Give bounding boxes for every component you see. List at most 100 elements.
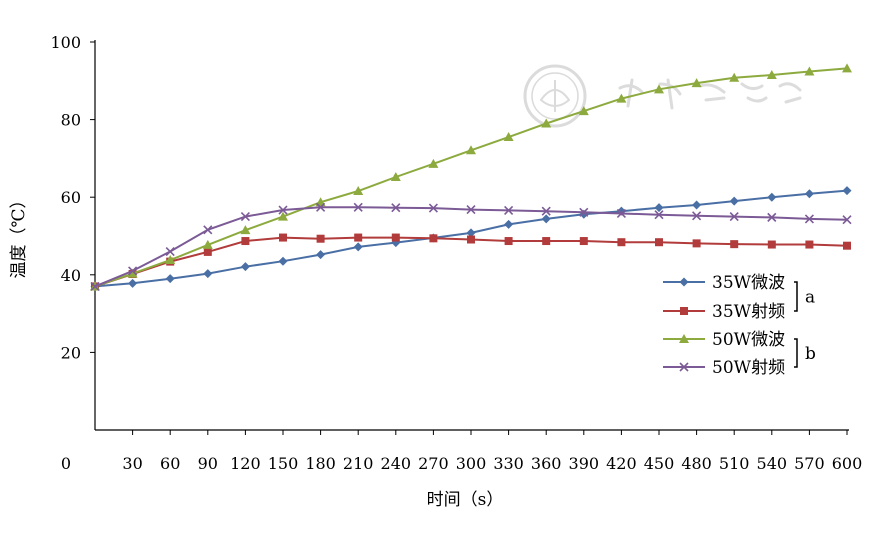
point-marker <box>729 212 739 222</box>
point-marker <box>804 189 814 199</box>
legend-label: 35W微波 <box>712 273 785 293</box>
point-marker <box>241 237 250 246</box>
point-marker <box>617 238 626 247</box>
point-marker <box>390 172 401 182</box>
point-marker <box>278 205 288 215</box>
legend-item: 50W射频 <box>663 358 785 378</box>
point-marker <box>767 212 777 222</box>
point-marker <box>579 237 588 246</box>
y-tick-label: 60 <box>61 188 81 207</box>
x-origin-label: 0 <box>61 454 71 473</box>
point-marker <box>504 219 514 229</box>
x-tick-label: 180 <box>305 454 336 473</box>
point-marker <box>730 240 739 249</box>
point-marker <box>767 240 776 249</box>
axes: 20 40 60 80 100 30 60 90 120 150 180 210 240 270 300 33… <box>50 33 862 473</box>
point-marker <box>127 268 138 278</box>
point-marker <box>391 203 401 213</box>
series-50W射频 <box>90 202 852 292</box>
point-marker <box>467 235 475 244</box>
x-tick-label: 150 <box>268 454 299 473</box>
point-marker <box>503 132 514 142</box>
point-marker <box>466 228 476 238</box>
point-marker <box>90 281 100 292</box>
x-tick-label: 240 <box>381 454 412 473</box>
x-tick-label: 270 <box>418 454 449 473</box>
x-tick-label: 570 <box>794 454 825 473</box>
point-marker <box>691 78 702 88</box>
point-marker <box>353 185 364 195</box>
point-marker <box>654 203 664 213</box>
x-tick-label: 450 <box>644 454 675 473</box>
point-marker <box>692 239 701 248</box>
legend-item: 50W微波 <box>663 330 785 350</box>
point-marker <box>729 196 739 206</box>
point-marker <box>579 209 589 219</box>
legend-item: 35W射频 <box>663 302 785 322</box>
point-marker <box>428 158 439 168</box>
point-marker <box>128 278 138 288</box>
y-axis-label: 温度（℃） <box>9 191 29 278</box>
point-marker <box>316 202 326 212</box>
legend-label: 50W微波 <box>712 330 785 350</box>
point-marker <box>767 192 777 202</box>
point-marker <box>654 84 664 94</box>
point-marker <box>202 239 213 249</box>
point-marker <box>842 63 852 73</box>
y-tick-label: 100 <box>50 33 81 52</box>
x-tick-label: 60 <box>160 454 180 473</box>
point-marker <box>128 266 138 276</box>
point-marker <box>165 274 175 284</box>
series-layer <box>90 63 852 292</box>
point-marker <box>578 106 589 116</box>
point-marker <box>541 214 551 224</box>
point-marker <box>805 240 814 249</box>
y-tick-label: 80 <box>61 111 81 130</box>
x-tick-label: 540 <box>757 454 788 473</box>
legend-label: 35W射频 <box>712 302 785 322</box>
series-35W微波 <box>90 186 852 291</box>
point-marker <box>729 72 740 82</box>
point-marker <box>278 211 288 221</box>
series-50W微波 <box>90 63 852 291</box>
point-marker <box>240 225 251 235</box>
point-marker <box>842 215 852 225</box>
x-tick-label: 330 <box>493 454 524 473</box>
point-marker <box>278 256 288 266</box>
x-tick-label: 30 <box>122 454 142 473</box>
point-marker <box>504 237 513 246</box>
point-marker <box>354 233 363 242</box>
point-marker <box>203 225 213 235</box>
x-tick-label: 300 <box>456 454 487 473</box>
bracket-label: b <box>805 344 816 364</box>
point-marker <box>542 237 551 246</box>
y-tick-label: 20 <box>61 343 81 362</box>
x-tick-label: 120 <box>230 454 261 473</box>
point-marker <box>279 233 287 242</box>
point-marker <box>579 207 589 217</box>
point-marker <box>692 211 702 221</box>
point-marker <box>655 238 663 247</box>
point-marker <box>428 203 438 213</box>
x-tick-label: 420 <box>606 454 637 473</box>
point-marker <box>680 307 688 315</box>
point-marker <box>353 202 363 212</box>
point-marker <box>692 200 702 210</box>
point-marker <box>616 208 626 219</box>
legend-label: 50W射频 <box>712 358 785 378</box>
y-tick-label: 40 <box>61 266 81 285</box>
x-tick-label: 360 <box>531 454 562 473</box>
point-marker <box>240 262 250 272</box>
point-marker <box>843 241 851 250</box>
legend: 35W微波 35W射频 50W微波 50W射频 a b <box>663 273 816 378</box>
bracket-line <box>794 281 798 312</box>
point-marker <box>165 255 176 265</box>
point-marker <box>766 69 777 79</box>
x-axis-label: 时间（s） <box>427 490 504 510</box>
point-marker <box>842 186 852 196</box>
point-marker <box>804 214 814 224</box>
x-tick-label: 90 <box>198 454 218 473</box>
legend-item: 35W微波 <box>663 273 785 293</box>
